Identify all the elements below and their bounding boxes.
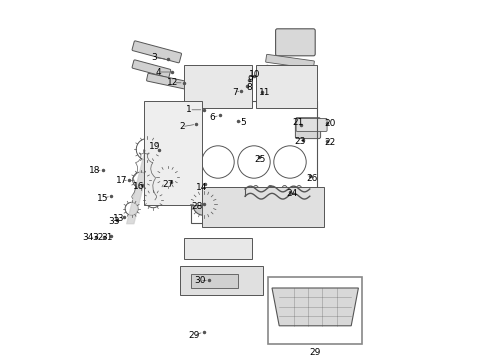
Text: 18: 18 xyxy=(89,166,100,175)
Text: 21: 21 xyxy=(293,118,304,127)
Text: 9: 9 xyxy=(247,76,253,85)
FancyBboxPatch shape xyxy=(295,118,320,139)
Ellipse shape xyxy=(252,185,259,200)
Text: 11: 11 xyxy=(259,89,270,98)
Text: 22: 22 xyxy=(324,138,335,147)
Text: 10: 10 xyxy=(249,70,261,79)
Text: 31: 31 xyxy=(102,233,113,242)
Polygon shape xyxy=(191,274,238,288)
FancyBboxPatch shape xyxy=(266,65,303,77)
Polygon shape xyxy=(144,101,202,205)
Bar xyxy=(269,277,362,344)
Text: 17: 17 xyxy=(116,176,127,185)
Text: 27: 27 xyxy=(162,180,173,189)
Text: 29: 29 xyxy=(310,348,321,357)
Polygon shape xyxy=(184,238,252,259)
Text: 24: 24 xyxy=(286,189,297,198)
Text: 16: 16 xyxy=(133,182,145,191)
Ellipse shape xyxy=(267,185,274,200)
Text: 6: 6 xyxy=(209,113,215,122)
Ellipse shape xyxy=(295,185,303,200)
Text: 5: 5 xyxy=(240,118,246,127)
Polygon shape xyxy=(272,288,358,326)
Text: 29: 29 xyxy=(188,331,199,340)
FancyBboxPatch shape xyxy=(132,41,181,63)
Text: 7: 7 xyxy=(232,88,238,97)
Text: 33: 33 xyxy=(108,217,120,226)
Text: 23: 23 xyxy=(294,137,305,146)
Polygon shape xyxy=(184,65,252,108)
Polygon shape xyxy=(202,187,324,227)
Text: 30: 30 xyxy=(194,276,206,285)
Text: 2: 2 xyxy=(179,122,185,131)
Circle shape xyxy=(193,194,215,215)
Text: 32: 32 xyxy=(93,233,104,242)
Text: 14: 14 xyxy=(196,183,207,192)
Text: 28: 28 xyxy=(192,202,203,211)
Ellipse shape xyxy=(281,185,288,200)
Polygon shape xyxy=(180,266,263,295)
FancyBboxPatch shape xyxy=(275,29,315,56)
Text: 3: 3 xyxy=(151,53,157,62)
Text: 4: 4 xyxy=(155,68,161,77)
Text: 34: 34 xyxy=(83,233,94,242)
FancyBboxPatch shape xyxy=(132,60,171,78)
Text: 20: 20 xyxy=(324,119,335,128)
Text: 13: 13 xyxy=(113,214,124,223)
Text: 19: 19 xyxy=(149,142,161,151)
FancyBboxPatch shape xyxy=(266,54,315,69)
Text: 8: 8 xyxy=(246,83,252,92)
FancyBboxPatch shape xyxy=(296,118,327,131)
FancyBboxPatch shape xyxy=(147,73,192,90)
Text: 1: 1 xyxy=(186,105,192,114)
Text: 12: 12 xyxy=(167,78,179,87)
Text: 25: 25 xyxy=(255,155,266,163)
Text: 26: 26 xyxy=(306,174,318,183)
Text: 15: 15 xyxy=(97,194,109,202)
Polygon shape xyxy=(256,65,317,108)
